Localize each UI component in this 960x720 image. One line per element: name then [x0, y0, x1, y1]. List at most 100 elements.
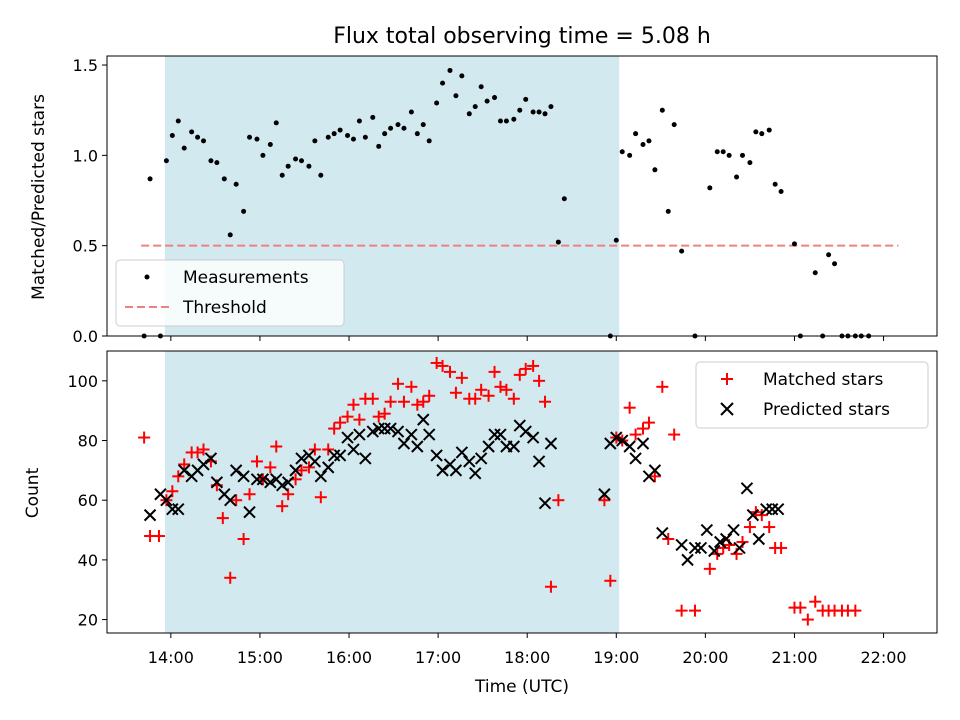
predicted-star-point-b [771, 502, 785, 516]
predicted-star-point-b [347, 443, 360, 456]
matched-star-point [138, 431, 151, 444]
predicted-star-point-b [353, 428, 366, 441]
predicted-star-point [700, 523, 714, 537]
measurement-point [221, 176, 227, 182]
predicted-star-point [397, 437, 411, 450]
matched-star-point [539, 395, 552, 408]
matched-star-point [191, 446, 204, 459]
predicted-star-point-b [474, 452, 488, 465]
measurement-point [325, 134, 331, 140]
measurement-point [766, 127, 772, 133]
measurement-point [214, 160, 220, 166]
predicted-star-point-b [384, 422, 397, 435]
predicted-star-point-b [210, 476, 224, 489]
matched-star-point [656, 380, 669, 393]
predicted-star-point [532, 455, 546, 468]
legend-measurements-label: Measurements [183, 268, 309, 288]
predicted-star-point [308, 455, 322, 468]
predicted-star-point-b [197, 458, 210, 471]
measurement-point [734, 174, 740, 180]
predicted-star-point [224, 493, 237, 507]
matched-star-point [322, 443, 335, 456]
predicted-star-point [347, 443, 360, 456]
measurement-point [714, 149, 720, 155]
matched-star-point [314, 491, 327, 504]
predicted-star-point-b [417, 413, 430, 426]
y-tick-label: 100 [67, 372, 98, 391]
predicted-star-point [675, 538, 688, 552]
measurement-point [484, 98, 490, 104]
matched-star-point [237, 533, 250, 545]
measurement-point [517, 107, 523, 113]
predicted-star-point [281, 476, 295, 489]
measurement-point [561, 196, 567, 202]
predicted-star-point [636, 437, 650, 450]
matched-star-point [172, 470, 185, 483]
measurement-point [440, 80, 446, 86]
matched-star-point [703, 562, 716, 575]
matched-star-point [604, 574, 617, 587]
ratio-panel-x-ticks [170, 336, 885, 341]
chart-title: Flux total observing time = 5.08 h [333, 24, 711, 49]
predicted-star-point [507, 440, 521, 453]
predicted-star-point-b [519, 425, 532, 438]
predicted-star-point [391, 425, 405, 438]
matched-star-point [366, 392, 379, 405]
measurement-point [523, 96, 529, 102]
legend-matched-label: Matched stars [763, 370, 883, 390]
measurement-point [633, 131, 639, 137]
measurement-point [356, 118, 362, 124]
predicted-star-point [616, 434, 629, 447]
predicted-star-point-b [629, 452, 642, 465]
predicted-star-point-b [544, 437, 558, 450]
predicted-star-point-b [256, 473, 270, 486]
measurement-point [466, 111, 472, 117]
predicted-star-point-b [341, 431, 354, 444]
matched-star-point [475, 383, 488, 396]
measurement-point [376, 143, 382, 149]
predicted-star-point-b [443, 458, 457, 471]
measurement-point [337, 127, 343, 133]
predicted-star-point-b [740, 482, 754, 495]
predicted-star-point-b [449, 464, 463, 477]
matched-star-point [372, 410, 385, 423]
measurement-point [720, 149, 726, 155]
predicted-star-point [752, 532, 766, 546]
measurement-point [299, 158, 305, 164]
predicted-star-point-b [160, 493, 173, 507]
measurement-point [279, 172, 285, 178]
predicted-star-point [714, 535, 727, 549]
matched-star-point [411, 398, 424, 411]
matched-star-point [250, 455, 263, 468]
predicted-star-point [463, 455, 476, 468]
predicted-star-point-b [224, 493, 237, 507]
predicted-star-point-b [422, 428, 436, 441]
predicted-star-point [197, 458, 210, 471]
predicted-star-point-b [681, 553, 694, 567]
measurement-point [370, 114, 376, 120]
measurement-point [772, 181, 778, 187]
matched-star-point [230, 494, 243, 507]
matched-star-point [276, 500, 289, 513]
matched-star-point [397, 395, 410, 408]
count-panel-legend: Matched stars Predicted stars [695, 361, 929, 429]
measurement-point [548, 104, 554, 110]
predicted-star-point-b [746, 508, 760, 522]
x-tick-label: 17:00 [415, 648, 461, 667]
measurement-point [671, 122, 677, 128]
predicted-star-point-b [719, 532, 733, 546]
measurement-point [726, 152, 732, 158]
predicted-star-point-b [281, 476, 295, 489]
predicted-star-point [243, 505, 256, 519]
measurement-point [459, 73, 465, 79]
matched-star-point [216, 512, 229, 525]
predicted-star-point [598, 488, 611, 501]
measurement-point [285, 163, 291, 169]
predicted-star-point-b [405, 428, 418, 441]
x-tick-label: 21:00 [771, 648, 817, 667]
predicted-star-point [740, 482, 754, 495]
predicted-star-point-b [494, 428, 507, 441]
predicted-star-point-b [366, 425, 379, 438]
predicted-star-point-b [237, 470, 250, 483]
measurement-point [497, 118, 503, 124]
